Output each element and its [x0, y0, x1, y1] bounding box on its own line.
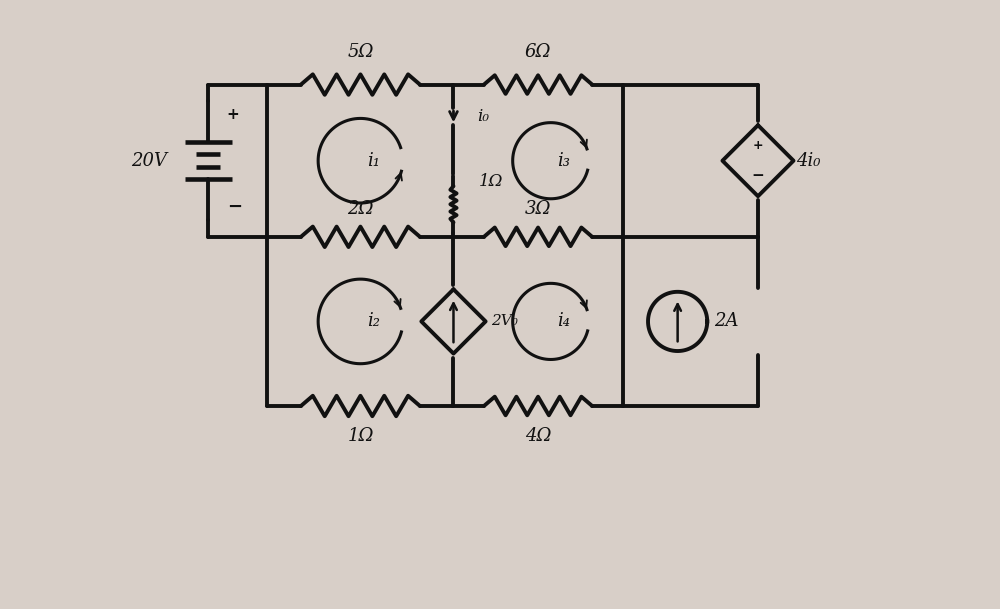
Text: i₀: i₀ — [477, 108, 489, 125]
Text: 20V: 20V — [131, 152, 167, 170]
Text: −: − — [752, 169, 764, 183]
Text: 2A: 2A — [714, 312, 738, 331]
Text: 1Ω: 1Ω — [479, 172, 503, 189]
Text: i₃: i₃ — [558, 152, 571, 170]
Text: i₄: i₄ — [558, 312, 571, 331]
Text: +: + — [227, 107, 240, 122]
Text: i₁: i₁ — [367, 152, 380, 170]
Text: 2Ω: 2Ω — [347, 200, 374, 218]
Text: 5Ω: 5Ω — [347, 43, 374, 61]
Text: 6Ω: 6Ω — [525, 43, 551, 61]
Text: i₂: i₂ — [367, 312, 380, 331]
Text: −: − — [227, 198, 242, 216]
Text: 3Ω: 3Ω — [525, 200, 551, 218]
Text: 4i₀: 4i₀ — [796, 152, 821, 170]
Text: +: + — [753, 139, 763, 152]
Text: 4Ω: 4Ω — [525, 427, 551, 445]
Text: 1Ω: 1Ω — [347, 427, 374, 445]
Text: 2V₀: 2V₀ — [492, 314, 518, 328]
